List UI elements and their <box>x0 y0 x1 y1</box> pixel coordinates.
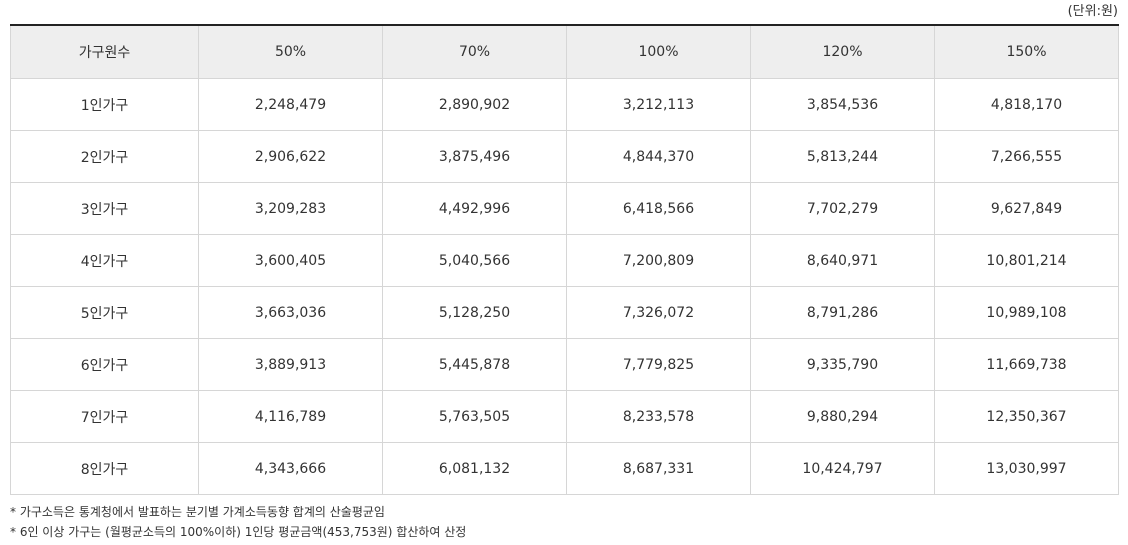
table-cell: 4,492,996 <box>382 182 567 235</box>
table-cell: 3,889,913 <box>198 338 383 391</box>
row-label: 3인가구 <box>10 182 199 235</box>
table-row: 2인가구 2,906,622 3,875,496 4,844,370 5,813… <box>10 130 1119 183</box>
table-cell: 3,663,036 <box>198 286 383 339</box>
footnotes: * 가구소득은 통계청에서 발표하는 분기별 가계소득동향 합계의 산술평균임 … <box>10 502 466 542</box>
table-cell: 7,326,072 <box>566 286 751 339</box>
table-row: 4인가구 3,600,405 5,040,566 7,200,809 8,640… <box>10 234 1119 287</box>
table-cell: 2,890,902 <box>382 78 567 131</box>
row-label: 7인가구 <box>10 390 199 443</box>
table-row: 3인가구 3,209,283 4,492,996 6,418,566 7,702… <box>10 182 1119 235</box>
table-cell: 4,343,666 <box>198 442 383 495</box>
table-cell: 5,813,244 <box>750 130 935 183</box>
table-row: 7인가구 4,116,789 5,763,505 8,233,578 9,880… <box>10 390 1119 443</box>
table-cell: 7,266,555 <box>934 130 1119 183</box>
row-label: 8인가구 <box>10 442 199 495</box>
row-label: 4인가구 <box>10 234 199 287</box>
income-table: 가구원수 50% 70% 100% 120% 150% 1인가구 2,248,4… <box>10 24 1119 495</box>
table-cell: 11,669,738 <box>934 338 1119 391</box>
table-cell: 3,600,405 <box>198 234 383 287</box>
table-cell: 8,791,286 <box>750 286 935 339</box>
table-row: 8인가구 4,343,666 6,081,132 8,687,331 10,42… <box>10 442 1119 495</box>
table-row: 1인가구 2,248,479 2,890,902 3,212,113 3,854… <box>10 78 1119 131</box>
row-label: 1인가구 <box>10 78 199 131</box>
table-cell: 6,418,566 <box>566 182 751 235</box>
table-header-row: 가구원수 50% 70% 100% 120% 150% <box>10 24 1119 79</box>
header-70-percent: 70% <box>382 24 567 79</box>
header-120-percent: 120% <box>750 24 935 79</box>
table-cell: 9,627,849 <box>934 182 1119 235</box>
table-cell: 13,030,997 <box>934 442 1119 495</box>
table-row: 6인가구 3,889,913 5,445,878 7,779,825 9,335… <box>10 338 1119 391</box>
table-cell: 10,424,797 <box>750 442 935 495</box>
table-cell: 8,687,331 <box>566 442 751 495</box>
table-cell: 8,233,578 <box>566 390 751 443</box>
table-cell: 4,844,370 <box>566 130 751 183</box>
header-150-percent: 150% <box>934 24 1119 79</box>
table-cell: 9,335,790 <box>750 338 935 391</box>
header-100-percent: 100% <box>566 24 751 79</box>
header-household-size: 가구원수 <box>10 24 199 79</box>
table-cell: 7,200,809 <box>566 234 751 287</box>
table-cell: 2,248,479 <box>198 78 383 131</box>
row-label: 5인가구 <box>10 286 199 339</box>
table-cell: 4,116,789 <box>198 390 383 443</box>
table-cell: 3,854,536 <box>750 78 935 131</box>
table-cell: 7,702,279 <box>750 182 935 235</box>
table-cell: 5,128,250 <box>382 286 567 339</box>
table-cell: 3,209,283 <box>198 182 383 235</box>
footnote: * 가구소득은 통계청에서 발표하는 분기별 가계소득동향 합계의 산술평균임 <box>10 505 385 519</box>
unit-label: (단위:원) <box>1067 4 1118 19</box>
table-cell: 5,040,566 <box>382 234 567 287</box>
table-cell: 10,989,108 <box>934 286 1119 339</box>
table-cell: 6,081,132 <box>382 442 567 495</box>
table-cell: 3,875,496 <box>382 130 567 183</box>
table-cell: 9,880,294 <box>750 390 935 443</box>
row-label: 6인가구 <box>10 338 199 391</box>
row-label: 2인가구 <box>10 130 199 183</box>
table-cell: 2,906,622 <box>198 130 383 183</box>
table-cell: 8,640,971 <box>750 234 935 287</box>
table-row: 5인가구 3,663,036 5,128,250 7,326,072 8,791… <box>10 286 1119 339</box>
header-50-percent: 50% <box>198 24 383 79</box>
table-cell: 3,212,113 <box>566 78 751 131</box>
table-cell: 5,445,878 <box>382 338 567 391</box>
table-cell: 7,779,825 <box>566 338 751 391</box>
table-cell: 10,801,214 <box>934 234 1119 287</box>
footnote: * 6인 이상 가구는 (월평균소득의 100%이하) 1인당 평균금액(453… <box>10 525 467 539</box>
table-cell: 5,763,505 <box>382 390 567 443</box>
table-cell: 4,818,170 <box>934 78 1119 131</box>
table-cell: 12,350,367 <box>934 390 1119 443</box>
